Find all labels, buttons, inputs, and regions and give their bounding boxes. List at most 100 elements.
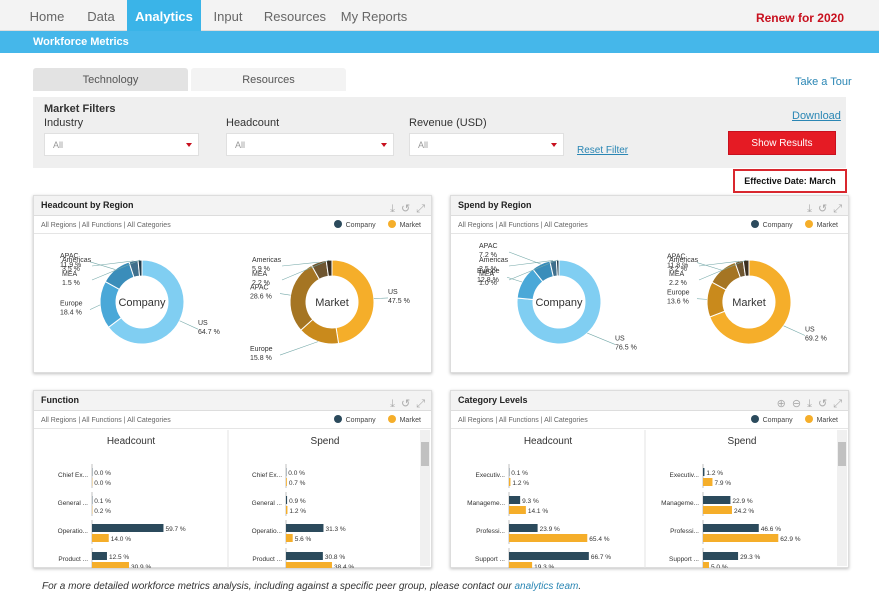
scrollbar-thumb[interactable] (421, 442, 429, 466)
bar-row-label: Executiv... (475, 472, 505, 479)
reset-filter-link[interactable]: Reset Filter (577, 145, 629, 156)
bar-market[interactable] (92, 534, 109, 542)
bar-market[interactable] (703, 506, 732, 514)
slice-label: MEA (252, 271, 268, 278)
slice-value: 69.2 % (805, 335, 827, 342)
bar-company[interactable] (92, 524, 164, 532)
reset-icon[interactable]: ↺ (817, 398, 828, 410)
drill-down-icon[interactable]: ⊕ (776, 398, 786, 410)
tab-technology[interactable]: Technology (33, 68, 188, 91)
bar-row-label: Product ... (252, 556, 282, 563)
bar-market[interactable] (286, 506, 288, 514)
panel-scope: All Regions | All Functions | All Catego… (41, 417, 171, 424)
tab-resources[interactable]: Resources (191, 68, 346, 91)
bar-company-value: 0.0 % (288, 470, 305, 477)
slice-us[interactable] (331, 259, 375, 345)
slice-us[interactable] (709, 259, 792, 345)
slice-label: US (615, 335, 625, 342)
slice-mea[interactable] (555, 259, 560, 277)
bar-market[interactable] (703, 534, 779, 542)
leader-line (279, 341, 319, 356)
bar-company-value: 31.3 % (325, 526, 345, 533)
nav-analytics[interactable]: Analytics (127, 0, 201, 31)
nav-my-reports[interactable]: My Reports (340, 9, 408, 24)
footer-note: For a more detailed workforce metrics an… (42, 581, 581, 592)
expand-icon[interactable]: ⤢ (416, 203, 425, 215)
footer-end: . (578, 581, 582, 592)
bar-market[interactable] (703, 562, 709, 568)
bar-charts: Headcount Chief Ex... 0.0 % 0.0 % General ..… (58, 430, 354, 568)
slice-us[interactable] (516, 259, 602, 345)
nav-input[interactable]: Input (213, 9, 243, 24)
bar-company[interactable] (286, 552, 323, 560)
bar-market-value: 7.9 % (714, 480, 731, 487)
bar-company[interactable] (286, 496, 288, 504)
scrollbar-thumb[interactable] (838, 442, 846, 466)
bar-market[interactable] (92, 562, 129, 568)
reset-icon[interactable]: ↺ (400, 203, 411, 215)
bar-company[interactable] (703, 468, 705, 476)
industry-select[interactable]: All (44, 133, 199, 156)
bar-charts: Headcount Executiv... 0.1 % 1.2 % Manageme..… (467, 430, 801, 568)
bar-market[interactable] (509, 506, 526, 514)
bar-market[interactable] (509, 478, 511, 486)
bar-company[interactable] (703, 552, 739, 560)
nav-data[interactable]: Data (87, 9, 115, 24)
slice-label: Americas (669, 257, 699, 264)
download-icon[interactable]: ⤓ (807, 398, 812, 410)
market-filters: Market Filters Industry All Headcount Al… (33, 97, 846, 168)
expand-icon[interactable]: ⤢ (833, 398, 842, 410)
bar-market-value: 65.4 % (589, 536, 609, 543)
bar-company[interactable] (509, 496, 521, 504)
panel-legend: Company Market (333, 415, 421, 424)
slice-value: 2.2 % (669, 280, 687, 287)
leader-line (279, 293, 291, 296)
leader-line (587, 332, 616, 345)
bar-company[interactable] (286, 524, 324, 532)
donut-hole (307, 277, 357, 327)
renew-link[interactable]: Renew for 2020 (755, 11, 844, 25)
nav-home[interactable]: Home (29, 9, 65, 24)
drill-up-icon[interactable]: ⊖ (791, 398, 802, 410)
bar-section-title: Spend (311, 436, 340, 447)
download-icon[interactable]: ⤓ (807, 203, 812, 215)
bar-company[interactable] (92, 552, 107, 560)
download-icon[interactable]: ⤓ (390, 398, 395, 410)
category-levels-panel: Category Levels ⊕ ⊖ ⤓ ↺ ⤢ All Regions | All Fu… (450, 390, 849, 568)
bar-company[interactable] (509, 524, 538, 532)
download-icon[interactable]: ⤓ (390, 203, 395, 215)
panel-title: Category Levels (458, 395, 528, 405)
take-tour-link[interactable]: Take a Tour (795, 76, 852, 88)
bar-market[interactable] (509, 562, 533, 568)
panel-divider (34, 233, 431, 234)
legend-market-swatch (804, 220, 813, 228)
slice-label: APAC (250, 285, 269, 292)
reset-icon[interactable]: ↺ (817, 203, 828, 215)
bar-market[interactable] (286, 562, 332, 568)
revenue-select[interactable]: All (409, 133, 564, 156)
bar-market[interactable] (509, 534, 588, 542)
scrollbar[interactable] (420, 430, 430, 566)
bar-company[interactable] (703, 496, 731, 504)
bar-company[interactable] (509, 552, 589, 560)
download-link[interactable]: Download (792, 110, 841, 122)
bar-row-label: General ... (58, 500, 89, 507)
reset-icon[interactable]: ↺ (400, 398, 411, 410)
bar-market[interactable] (286, 478, 287, 486)
donut-center-label: Market (315, 297, 349, 309)
bar-market-value: 14.1 % (528, 508, 548, 515)
headcount-select[interactable]: All (226, 133, 394, 156)
scrollbar[interactable] (837, 430, 847, 566)
analytics-team-link[interactable]: analytics team (514, 581, 579, 592)
bar-section-title: Headcount (107, 436, 156, 447)
bar-market[interactable] (286, 534, 293, 542)
bar-company[interactable] (703, 524, 759, 532)
expand-icon[interactable]: ⤢ (833, 203, 842, 215)
show-results-button[interactable]: Show Results (728, 131, 836, 155)
nav-resources[interactable]: Resources (263, 9, 327, 24)
bar-market[interactable] (703, 478, 713, 486)
revenue-value: All (418, 140, 429, 150)
headcount-value: All (235, 140, 246, 150)
expand-icon[interactable]: ⤢ (416, 398, 425, 410)
slice-us[interactable] (107, 259, 185, 345)
